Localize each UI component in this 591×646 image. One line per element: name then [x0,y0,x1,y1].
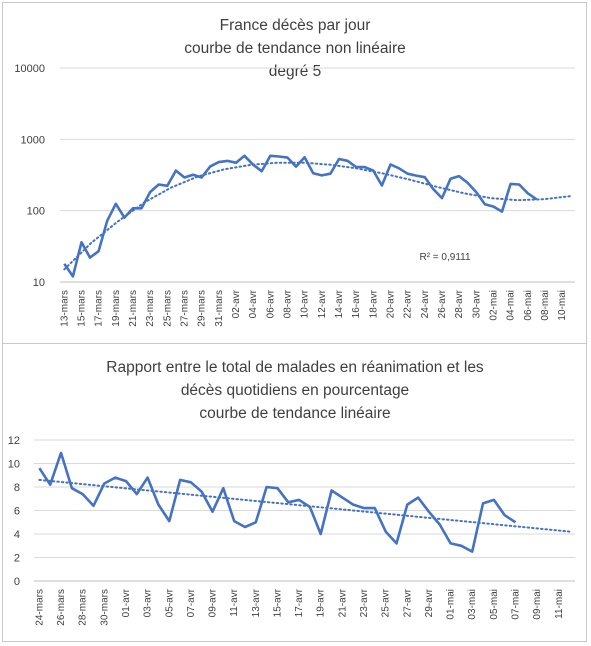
chart1-y-tick-label: 10 [33,277,45,289]
chart1-x-tick-label: 27-mars [179,290,190,327]
chart2-title-line2: décès quotidiens en pourcentage [181,382,409,399]
chart2-x-tick-label: 01-mai [446,589,457,620]
chart1-x-tick-label: 31-mars [214,290,225,327]
chart2-series-line [38,451,517,553]
chart1-gridlines [60,67,575,283]
chart1-x-tick-label: 08-avr [282,289,293,318]
chart1-x-tick-label: 20-avr [385,289,396,318]
chart2-y-tick-label: 6 [14,506,20,518]
chart1-x-tick-label: 26-avr [437,289,448,318]
chart1-x-tick-label: 04-mai [506,290,517,321]
chart2-x-tick-label: 25-avr [381,588,392,617]
chart2-title-line3: courbe de tendance linéaire [199,405,390,422]
chart1-x-tick-label: 23-mars [145,290,156,327]
chart1-x-tick-label: 30-avr [471,289,482,318]
chart-divider [2,343,587,344]
chart2-y-tick-label: 0 [14,576,20,588]
chart2-x-tick-label: 11-mai [554,589,565,619]
chart1-x-tick-label: 08-mai [540,290,551,321]
chart1-x-tick-label: 29-mars [197,290,208,327]
chart2-x-tick-label: 17-avr [294,588,305,617]
chart-deaths-per-day: France décès par jour courbe de tendance… [14,17,575,327]
chart1-x-tick-label: 15-mars [76,290,87,327]
chart2-x-tick-label: 28-mars [78,589,89,626]
chart2-x-tick-label: 11-avr [229,588,240,616]
chart1-title-line2: courbe de tendance non linéaire [184,40,405,57]
chart1-x-tick-label: 16-avr [351,289,362,318]
chart1-x-tick-label: 02-avr [231,289,242,318]
chart2-x-tick-label: 26-mars [56,589,67,626]
chart1-y-tick-label: 1000 [21,134,45,146]
chart2-x-axis: 24-mars 26-mars 28-mars 30-mars 01-avr 03-avr… [34,588,564,625]
chart-icu-ratio: Rapport entre le total de malades en réa… [8,359,575,626]
chart1-title-line1: France décès par jour [220,17,371,34]
chart2-x-tick-label: 29-avr [424,588,435,617]
chart1-trendline [63,161,572,271]
chart2-x-tick-label: 30-mars [99,589,110,626]
chart1-y-axis: 10 100 1000 10000 [14,63,45,289]
chart1-x-tick-label: 10-avr [300,289,311,318]
chart2-x-tick-label: 27-avr [402,588,413,617]
chart1-x-tick-label: 06-mai [523,290,534,321]
chart2-x-tick-label: 23-avr [359,588,370,617]
chart1-r2-label: R² = 0,9111 [419,252,470,263]
chart2-y-tick-label: 8 [14,482,20,494]
chart2-x-tick-label: 21-avr [337,588,348,617]
chart1-x-tick-label: 19-mars [111,290,122,327]
chart2-y-tick-label: 12 [8,435,20,447]
chart2-x-tick-label: 24-mars [34,589,45,626]
chart1-x-tick-label: 04-avr [248,289,259,318]
chart1-x-tick-label: 28-avr [454,289,465,318]
chart2-x-tick-label: 01-avr [121,588,132,617]
chart1-x-tick-label: 02-mai [488,290,499,321]
chart2-x-tick-label: 13-avr [251,588,262,617]
chart2-y-tick-label: 10 [8,459,20,471]
chart2-x-tick-label: 03-mai [467,589,478,620]
chart1-y-tick-label: 100 [27,206,45,218]
chart2-y-axis: 0 2 4 6 8 10 12 [8,435,20,588]
chart1-x-tick-label: 25-mars [162,290,173,327]
chart1-x-tick-label: 13-mars [59,290,70,327]
chart2-x-tick-label: 09-mai [532,589,543,620]
chart1-x-tick-label: 18-avr [368,289,379,318]
chart2-x-tick-label: 05-avr [164,588,175,617]
chart1-title-line3: degré 5 [269,63,322,80]
chart2-trendline [38,478,571,533]
chart1-y-tick-label: 10000 [14,63,45,75]
chart2-x-tick-label: 07-avr [186,588,197,617]
chart2-x-tick-label: 05-mai [489,589,500,620]
chart1-x-tick-label: 12-avr [317,289,328,318]
chart1-x-tick-label: 06-avr [265,289,276,318]
chart2-y-tick-label: 2 [14,553,20,565]
chart1-x-tick-label: 21-mars [128,290,139,327]
chart1-x-tick-label: 17-mars [94,290,105,327]
chart2-x-tick-label: 19-avr [316,588,327,617]
chart2-y-tick-label: 4 [14,529,20,541]
chart1-series-line [63,154,538,278]
chart2-title-line1: Rapport entre le total de malades en réa… [106,359,484,376]
chart1-x-axis: 13-mars 15-mars 17-mars 19-mars 21-mars 23-ma… [59,289,568,326]
chart2-gridlines [34,439,575,582]
chart2-x-tick-label: 15-avr [272,588,283,617]
chart2-x-tick-label: 03-avr [143,588,154,617]
chart2-x-tick-label: 09-avr [208,588,219,617]
chart1-x-tick-label: 10-mai [557,290,568,321]
chart1-x-tick-label: 24-avr [420,289,431,318]
chart1-x-tick-label: 22-avr [403,289,414,318]
chart2-x-tick-label: 07-mai [510,589,521,620]
chart1-x-tick-label: 14-avr [334,289,345,318]
